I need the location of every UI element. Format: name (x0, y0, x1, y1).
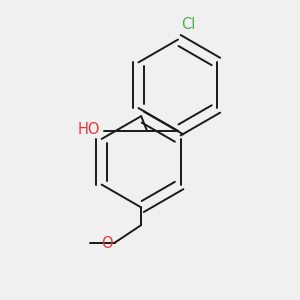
Text: HO: HO (77, 122, 100, 137)
Text: Cl: Cl (181, 17, 195, 32)
Text: O: O (101, 236, 112, 251)
